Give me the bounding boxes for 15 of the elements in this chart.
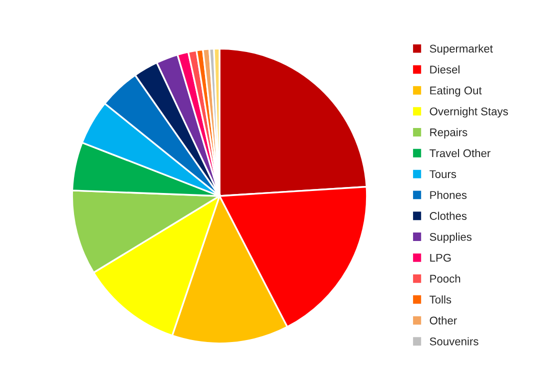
legend-label: Tolls [430,295,452,304]
legend-label: Souvenirs [430,337,478,346]
legend-label: LPG [430,254,451,262]
legend-label: Supermarket [430,44,493,55]
legend-label: Travel Other [430,148,490,158]
legend-label: Pooch [430,274,460,283]
legend-label: Other [430,316,457,324]
legend-label: Clothes [430,212,467,220]
legend-label: Supplies [430,232,472,244]
legend-label: Tours [430,170,456,178]
legend-label: Eating Out [430,86,482,97]
legend-label: Overnight Stays [430,107,508,118]
legend-label: Repairs [430,128,468,138]
legend-label: Diesel [430,65,460,74]
legend-label: Phones [430,190,467,199]
